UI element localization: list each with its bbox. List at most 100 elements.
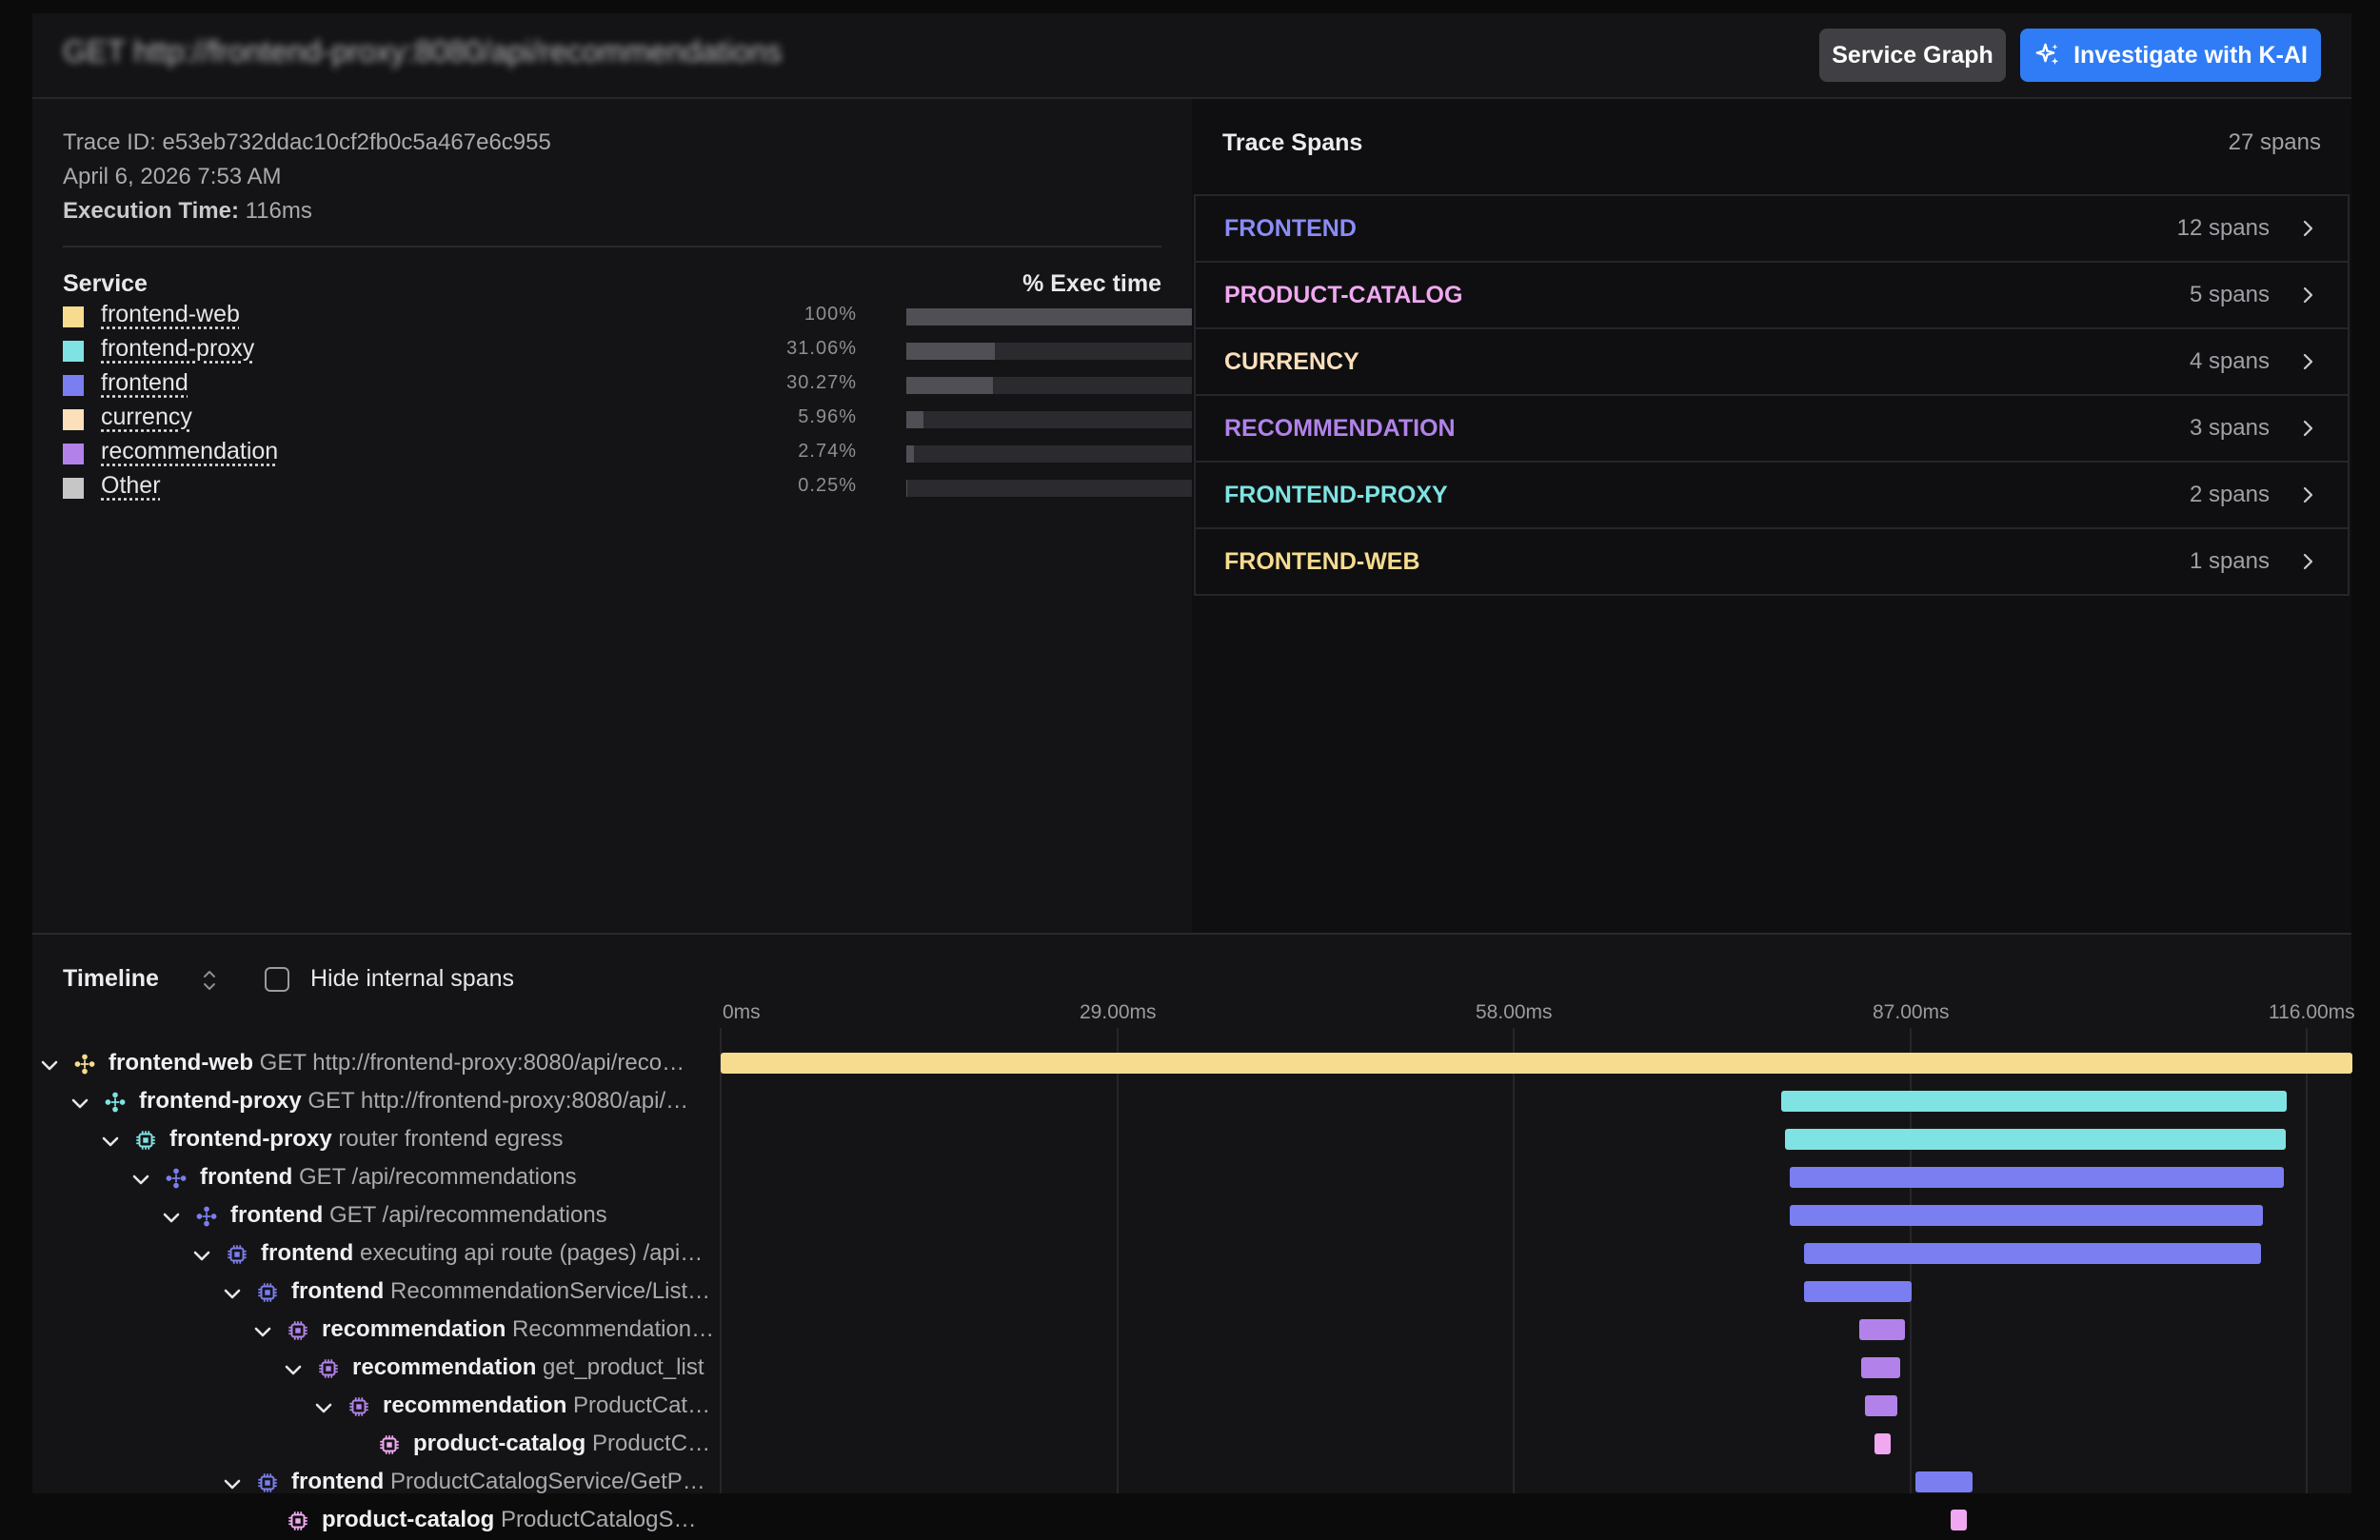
- service-link[interactable]: currency: [101, 404, 192, 430]
- span-group-name: RECOMMENDATION: [1224, 415, 1456, 442]
- span-group-item[interactable]: RECOMMENDATION 3 spans: [1196, 396, 2348, 463]
- exec-bar-fill: [906, 480, 907, 497]
- span-duration-bar[interactable]: [1781, 1091, 2288, 1112]
- span-duration-bar[interactable]: [1784, 1129, 2286, 1150]
- span-row[interactable]: frontend RecommendationService/List…: [32, 1273, 718, 1312]
- timeline-gridline: [720, 1028, 722, 1493]
- chevron-down-icon[interactable]: [160, 1206, 183, 1229]
- span-group-name: CURRENCY: [1224, 348, 1359, 375]
- trace-spans-title: Trace Spans: [1222, 129, 1363, 156]
- span-group-item[interactable]: FRONTEND 12 spans: [1196, 196, 2348, 263]
- span-row[interactable]: recommendation get_product_list: [32, 1350, 718, 1388]
- exec-percent: 5.96%: [798, 406, 857, 427]
- span-group-item[interactable]: CURRENCY 4 spans: [1196, 329, 2348, 396]
- service-link[interactable]: recommendation: [101, 438, 279, 464]
- span-service-name: product-catalog: [322, 1507, 495, 1532]
- service-color-swatch: [63, 306, 84, 327]
- span-group-item[interactable]: FRONTEND-WEB 1 spans: [1196, 529, 2348, 594]
- span-group-count: 2 spans: [2189, 482, 2270, 507]
- span-row-label: frontend-web GET http://frontend-proxy:8…: [109, 1050, 716, 1076]
- span-duration-bar[interactable]: [1874, 1433, 1891, 1454]
- service-link[interactable]: frontend-web: [101, 301, 240, 327]
- span-row-label: frontend RecommendationService/List…: [291, 1278, 716, 1305]
- trace-header: GET http://frontend-proxy:8080/api/recom…: [32, 13, 2351, 99]
- chevron-down-icon[interactable]: [221, 1282, 244, 1305]
- chevron-down-icon[interactable]: [282, 1358, 305, 1381]
- chip-icon: [288, 1321, 307, 1340]
- span-duration-bar[interactable]: [1914, 1471, 1973, 1492]
- span-service-name: product-catalog: [413, 1431, 586, 1456]
- span-service-name: recommendation: [383, 1392, 567, 1418]
- span-row[interactable]: recommendation ProductCat…: [32, 1388, 718, 1426]
- trace-summary: Trace ID: e53eb732ddac10cf2fb0c5a467e6c9…: [32, 99, 1192, 933]
- span-row[interactable]: frontend-proxy router frontend egress: [32, 1121, 718, 1159]
- span-row[interactable]: frontend-proxy GET http://frontend-proxy…: [32, 1083, 718, 1121]
- span-operation: router frontend egress: [331, 1126, 564, 1152]
- span-row[interactable]: recommendation Recommendation…: [32, 1312, 718, 1350]
- network-icon: [74, 1054, 95, 1075]
- exec-bar-track: [906, 308, 1192, 326]
- span-duration-bar[interactable]: [1804, 1281, 1913, 1302]
- span-duration-bar[interactable]: [1861, 1357, 1901, 1378]
- span-duration-bar[interactable]: [1864, 1395, 1897, 1416]
- chevron-down-icon[interactable]: [69, 1092, 91, 1115]
- hide-internal-spans-label[interactable]: Hide internal spans: [310, 965, 515, 992]
- service-link[interactable]: Other: [101, 472, 161, 499]
- span-duration-bar[interactable]: [1859, 1319, 1906, 1340]
- timeline-gridline: [1513, 1028, 1515, 1493]
- span-service-name: frontend-proxy: [169, 1126, 332, 1152]
- span-operation: ProductCat…: [566, 1392, 711, 1418]
- chevron-down-icon[interactable]: [221, 1472, 244, 1495]
- span-row[interactable]: product-catalog ProductCat…: [32, 1426, 718, 1464]
- chip-icon: [258, 1283, 277, 1302]
- span-group-item[interactable]: FRONTEND-PROXY 2 spans: [1196, 463, 2348, 529]
- span-row[interactable]: frontend GET /api/recommendations: [32, 1197, 718, 1235]
- network-icon: [166, 1168, 187, 1189]
- trace-id-label: Trace ID:: [63, 129, 156, 155]
- service-link[interactable]: frontend: [101, 369, 188, 396]
- span-group-item[interactable]: PRODUCT-CATALOG 5 spans: [1196, 263, 2348, 329]
- timeline-tick-label: 116.00ms: [2269, 1001, 2355, 1023]
- chevron-down-icon[interactable]: [190, 1244, 213, 1267]
- span-service-name: frontend-proxy: [139, 1088, 302, 1114]
- chevron-down-icon[interactable]: [129, 1168, 152, 1191]
- span-duration-bar[interactable]: [1804, 1243, 2261, 1264]
- span-row[interactable]: frontend executing api route (pages) /ap…: [32, 1235, 718, 1273]
- span-operation: ProductCatalogS…: [494, 1507, 697, 1532]
- exec-percent: 30.27%: [786, 372, 857, 393]
- service-link[interactable]: frontend-proxy: [101, 335, 255, 362]
- exec-percent: 31.06%: [786, 338, 857, 359]
- span-service-name: frontend: [261, 1240, 354, 1266]
- trace-spans-panel: Trace Spans 27 spans FRONTEND 12 spans PRO…: [1192, 99, 2351, 933]
- span-service-name: recommendation: [322, 1316, 506, 1342]
- span-group-list: FRONTEND 12 spans PRODUCT-CATALOG 5 spans CU…: [1194, 194, 2350, 596]
- span-row[interactable]: frontend-web GET http://frontend-proxy:8…: [32, 1045, 718, 1083]
- span-duration-bar[interactable]: [1789, 1205, 2263, 1226]
- span-duration-bar[interactable]: [1951, 1510, 1968, 1530]
- span-row[interactable]: frontend ProductCatalogService/GetP…: [32, 1464, 718, 1502]
- chevron-down-icon[interactable]: [312, 1396, 335, 1419]
- span-service-name: frontend: [291, 1278, 385, 1304]
- chevron-down-icon[interactable]: [251, 1320, 274, 1343]
- sort-icon[interactable]: [200, 967, 219, 994]
- span-duration-bar[interactable]: [721, 1053, 2352, 1074]
- span-group-count: 5 spans: [2189, 282, 2270, 307]
- span-operation: executing api route (pages) /api…: [353, 1240, 704, 1266]
- exec-bar-fill: [906, 411, 923, 428]
- chip-icon: [258, 1473, 277, 1492]
- trace-title: GET http://frontend-proxy:8080/api/recom…: [63, 34, 783, 69]
- span-row[interactable]: frontend GET /api/recommendations: [32, 1159, 718, 1197]
- execution-time-label: Execution Time:: [63, 198, 239, 224]
- span-service-name: frontend: [291, 1469, 385, 1494]
- span-group-count: 4 spans: [2189, 348, 2270, 374]
- span-row-label: frontend ProductCatalogService/GetP…: [291, 1469, 716, 1495]
- hide-internal-spans-checkbox[interactable]: [265, 967, 289, 992]
- service-graph-button[interactable]: Service Graph: [1819, 29, 2006, 82]
- span-service-name: frontend: [200, 1164, 293, 1190]
- investigate-ai-button[interactable]: Investigate with K-AI: [2020, 29, 2321, 82]
- chevron-down-icon[interactable]: [99, 1130, 122, 1153]
- span-row-label: recommendation get_product_list: [352, 1354, 716, 1381]
- span-duration-bar[interactable]: [1789, 1167, 2284, 1188]
- span-row[interactable]: product-catalog ProductCatalogS…: [32, 1502, 718, 1540]
- chevron-down-icon[interactable]: [38, 1054, 61, 1076]
